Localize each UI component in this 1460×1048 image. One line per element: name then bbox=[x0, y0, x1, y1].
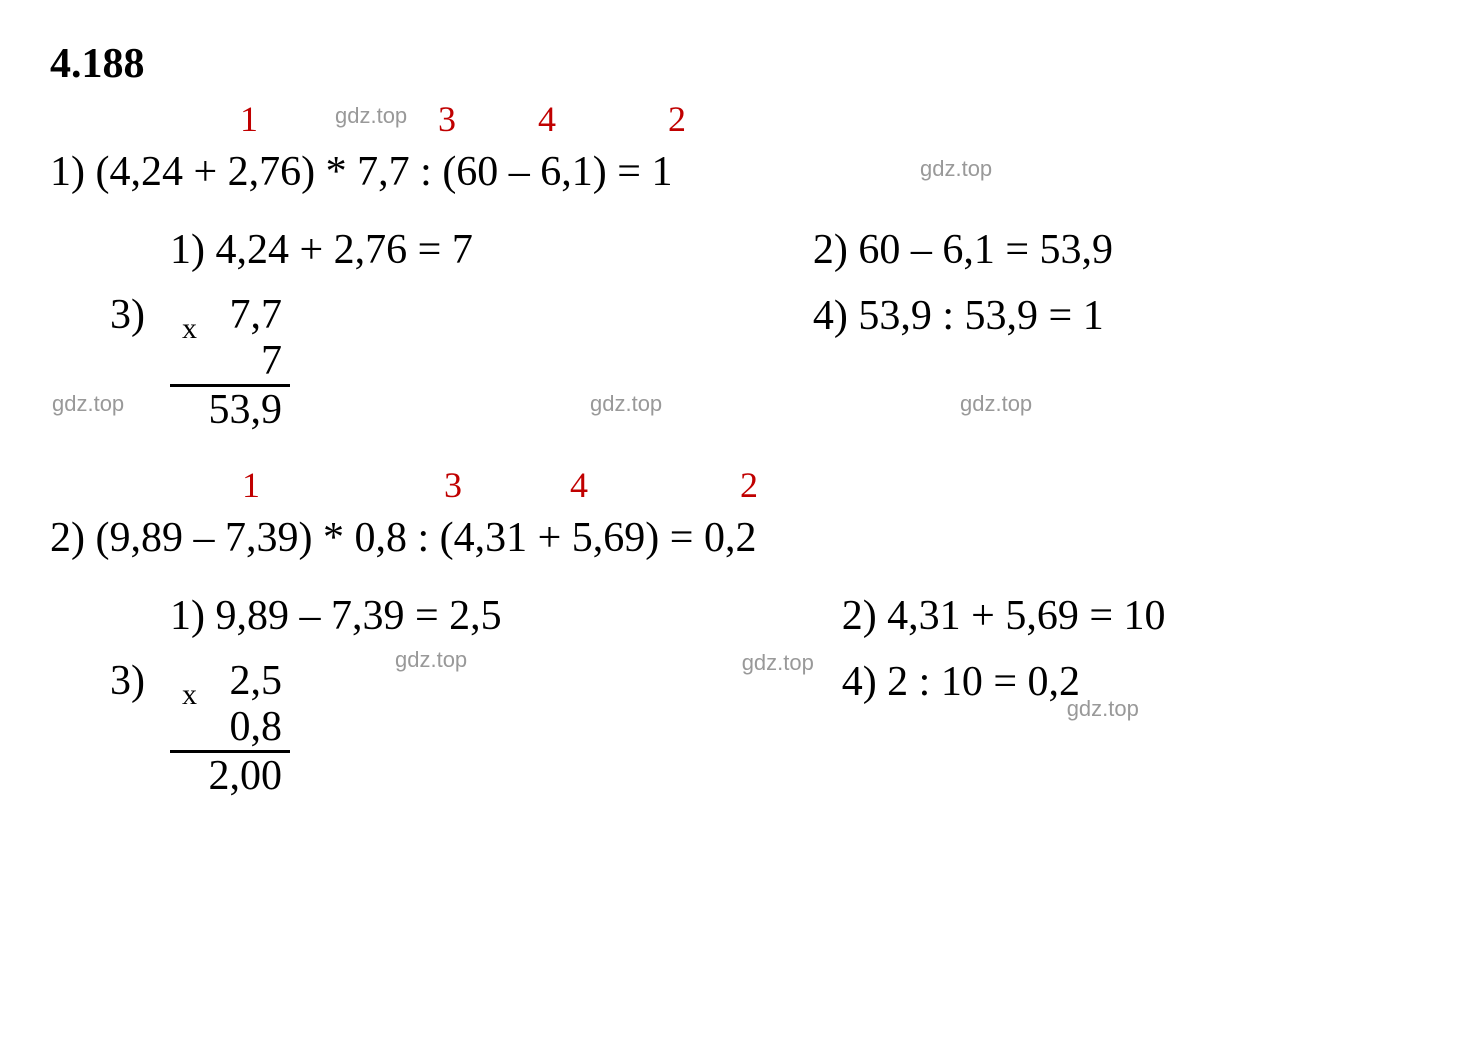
p2-step4-text: 4) 2 : 10 = 0,2 bbox=[842, 659, 1080, 705]
order-mark-4-b: 4 bbox=[570, 464, 588, 506]
p1-mult-result: 53,9 bbox=[170, 387, 290, 433]
watermark: gdz.top bbox=[920, 156, 992, 182]
watermark: gdz.top bbox=[590, 391, 662, 417]
watermark: gdz.top bbox=[960, 391, 1032, 417]
expr-2: 1 3 4 2 2) (9,89 – 7,39) * 0,8 : (4,31 +… bbox=[50, 514, 1410, 562]
p2-step3-label: 3) bbox=[110, 658, 145, 704]
order-mark-1-b: 1 bbox=[242, 464, 260, 506]
watermark: gdz.top bbox=[1067, 696, 1139, 722]
order-mark-4: 4 bbox=[538, 98, 556, 140]
watermark: gdz.top bbox=[335, 103, 407, 129]
mult-sign-icon: x bbox=[182, 312, 197, 345]
expression-1-text: 1) (4,24 + 2,76) * 7,7 : (60 – 6,1) = 1 bbox=[50, 149, 672, 195]
p2-mult-result: 2,00 bbox=[170, 753, 290, 799]
order-mark-2: 2 bbox=[668, 98, 686, 140]
problem-title: 4.188 bbox=[50, 40, 1410, 88]
p1-step1: 1) 4,24 + 2,76 = 7 bbox=[170, 226, 473, 274]
expression-2-text: 2) (9,89 – 7,39) * 0,8 : (4,31 + 5,69) =… bbox=[50, 515, 756, 561]
watermark: gdz.top bbox=[742, 650, 814, 676]
p1-step4: 4) 53,9 : 53,9 = 1 bbox=[813, 292, 1113, 340]
p2-step2: 2) 4,31 + 5,69 = 10 bbox=[842, 592, 1166, 640]
order-mark-3-b: 3 bbox=[444, 464, 462, 506]
p1-step2: 2) 60 – 6,1 = 53,9 bbox=[813, 226, 1113, 274]
p2-step4: gdz.top 4) 2 : 10 = 0,2 gdz.top bbox=[842, 658, 1166, 706]
watermark: gdz.top bbox=[52, 392, 124, 416]
expr-1: 1 3 gdz.top 4 2 1) (4,24 + 2,76) * 7,7 :… bbox=[50, 148, 1410, 196]
p2-mult-bottom: 0,8 bbox=[170, 704, 290, 753]
order-mark-2-b: 2 bbox=[740, 464, 758, 506]
mult-sign-icon: x bbox=[182, 678, 197, 711]
order-mark-3: 3 bbox=[438, 98, 456, 140]
p2-step1: 1) 9,89 – 7,39 = 2,5 bbox=[170, 592, 502, 640]
watermark: gdz.top bbox=[395, 647, 467, 673]
order-mark-1: 1 bbox=[240, 98, 258, 140]
p1-step3-label: 3) bbox=[110, 292, 145, 338]
p1-mult-bottom: 7 bbox=[170, 338, 290, 387]
